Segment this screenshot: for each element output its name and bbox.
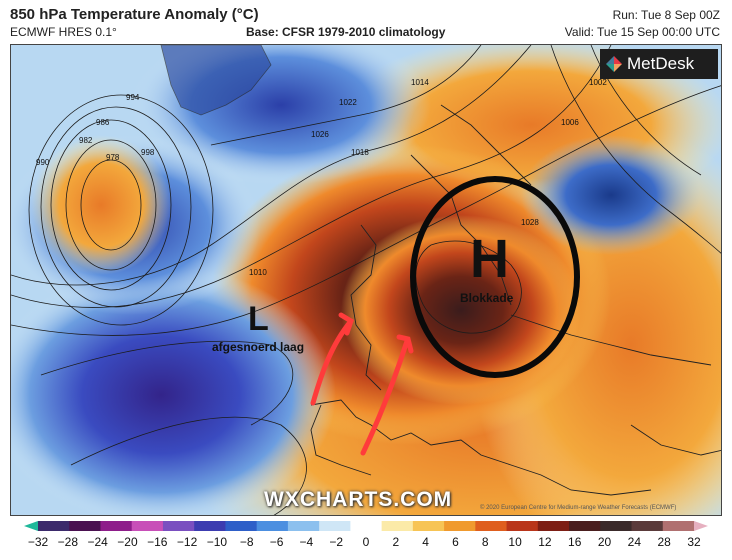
low-pressure-letter: L	[248, 300, 269, 338]
warm-advection-arrows	[310, 312, 414, 456]
colorbar-segment	[412, 521, 445, 531]
colorbar-tick-label: −4	[299, 535, 314, 549]
metdesk-mark-icon	[606, 56, 622, 72]
model-label: ECMWF HRES 0.1°	[10, 25, 117, 39]
colorbar-tick-label: 4	[422, 535, 429, 549]
colorbar-segment	[537, 521, 570, 531]
wxcharts-watermark: WXCHARTS.COM	[264, 488, 453, 511]
colorbar-tick-label: 0	[362, 535, 370, 549]
isobar-label-982: 982	[79, 136, 93, 145]
map-canvas: 1026 1022 1018 1014 1010 1006 1002 998 9…	[11, 45, 721, 515]
core-warm-anomaly	[341, 215, 581, 405]
colorbar-max-arrow	[694, 521, 708, 531]
low-pressure-label: afgesnoerd laag	[212, 340, 305, 354]
arctic-cold-anomaly	[521, 135, 701, 255]
colorbar-segment	[256, 521, 289, 531]
colorbar-tick-label: −2	[329, 535, 344, 549]
colorbar-segment	[69, 521, 101, 531]
colorbar-segment	[600, 521, 633, 531]
colorbar-min-arrow	[24, 521, 38, 531]
colorbar-tick-label: 24	[627, 535, 642, 549]
isobar-label-1002: 1002	[589, 78, 607, 87]
chart-title: 850 hPa Temperature Anomaly (°C)	[10, 6, 259, 23]
colorbar-tick-label: 8	[481, 535, 489, 549]
ecmwf-credit: © 2020 European Centre for Medium-range …	[480, 505, 677, 511]
colorbar-segment	[319, 521, 351, 531]
arrow-right	[360, 338, 410, 456]
isobar-label-986: 986	[96, 118, 110, 127]
colorbar-segment	[631, 521, 664, 531]
cyclone-warm-core	[31, 135, 171, 275]
isobar-label-1028: 1028	[521, 218, 539, 227]
colorbar-tick-label: −20	[117, 535, 138, 549]
coastlines	[310, 104, 721, 496]
colorbar-tick-label: 6	[452, 535, 459, 549]
colorbar-segment	[475, 521, 508, 531]
isobar-label-994: 994	[126, 93, 140, 102]
blocking-high-circle	[410, 176, 580, 378]
colorbar-segment	[194, 521, 226, 531]
greenland-coast	[160, 45, 272, 116]
atlantic-cold-anomaly	[11, 265, 336, 515]
climatology-label: Base: CFSR 1979-2010 climatology	[246, 25, 446, 39]
colorbar-segment	[506, 521, 539, 531]
arrowhead-left	[338, 312, 355, 336]
run-time: Run: Tue 8 Sep 00Z	[612, 8, 720, 22]
colorbar-tick-label: 32	[687, 535, 701, 549]
metdesk-logo: MetDesk	[600, 49, 718, 79]
colorbar-segment	[100, 521, 133, 531]
isobar-label-1022: 1022	[339, 98, 357, 107]
colorbar-tick-label: −24	[87, 535, 108, 549]
isobar-label-998: 998	[141, 148, 155, 157]
colorbar-segment	[569, 521, 601, 531]
colorbar-tick-label: −12	[176, 535, 198, 549]
colorbar-tick-label: 12	[538, 535, 552, 549]
high-pressure-letter: H	[470, 229, 509, 289]
colorbar-tick-label: 10	[508, 535, 522, 549]
colorbar	[24, 521, 708, 531]
colorbar-tick-label: −10	[206, 535, 228, 549]
isobar-label-1026: 1026	[311, 130, 329, 139]
metdesk-logo-text: MetDesk	[627, 54, 695, 73]
isobar-label-978: 978	[106, 153, 120, 162]
colorbar-segment	[662, 521, 695, 531]
isobar-label-1018: 1018	[351, 148, 369, 157]
colorbar-segment	[444, 521, 476, 531]
colorbar-segment	[381, 521, 414, 531]
isobar-label-990: 990	[36, 158, 50, 167]
colorbar-tick-label: −28	[57, 535, 78, 549]
colorbar-segment	[131, 521, 164, 531]
colorbar-tick-label: −16	[147, 535, 168, 549]
colorbar-segment	[350, 521, 383, 531]
high-pressure-label: Blokkade	[460, 291, 514, 305]
colorbar-segment	[38, 521, 70, 531]
isobar-lines	[11, 45, 721, 515]
colorbar-segment	[225, 521, 258, 531]
colorbar-tick-label: 16	[568, 535, 582, 549]
isobar-label-1006: 1006	[561, 118, 579, 127]
anomaly-map: 1026 1022 1018 1014 1010 1006 1002 998 9…	[10, 44, 722, 516]
colorbar-segment	[287, 521, 320, 531]
colorbar-segment	[162, 521, 195, 531]
colorbar-tick-label: 20	[597, 535, 612, 549]
isobar-label-1010: 1010	[249, 268, 267, 277]
chart-header: 850 hPa Temperature Anomaly (°C) ECMWF H…	[0, 0, 732, 44]
colorbar-tick-label: −32	[27, 535, 49, 549]
isobar-labels: 1026 1022 1018 1014 1010 1006 1002 998 9…	[36, 78, 607, 277]
colorbar-ticks: −32 −28 −24 −20 −16 −12 −10 −8 −6 −4 −2 0 2 4 6 8 10 12 16…	[24, 535, 708, 553]
arrow-left	[310, 318, 354, 406]
colorbar-tick-label: 28	[657, 535, 671, 549]
colorbar-tick-label: −8	[239, 535, 254, 549]
colorbar-tick-label: 2	[392, 535, 400, 549]
isobar-label-1014: 1014	[411, 78, 429, 87]
arrowhead-right	[396, 334, 414, 354]
valid-time: Valid: Tue 15 Sep 00:00 UTC	[564, 25, 720, 39]
colorbar-tick-label: −6	[269, 535, 284, 549]
